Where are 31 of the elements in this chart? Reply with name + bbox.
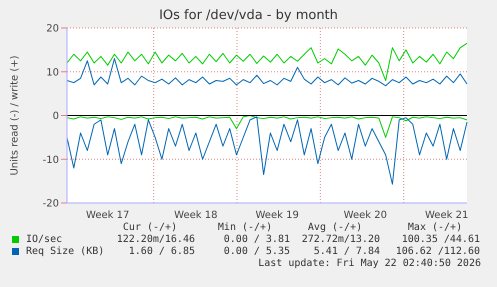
- x-tick-label: Week 21: [425, 210, 468, 222]
- line-series: [66, 58, 468, 86]
- text: 5.41 / 7.84: [314, 246, 380, 257]
- text: 106.62 /112.60: [396, 246, 480, 257]
- legend-label: IO/sec: [26, 234, 62, 245]
- x-tick-label: Week 20: [344, 210, 387, 222]
- x-tick-label: Week 17: [86, 210, 130, 222]
- legend-label: Req Size (KB): [26, 246, 104, 257]
- text: 122.20m/16.46: [116, 234, 195, 245]
- line-series: [66, 115, 468, 138]
- x-tick-label: Week 18: [174, 210, 218, 222]
- y-tick-label: 20: [46, 24, 59, 35]
- chart-title: IOs for /dev/vda - by month: [158, 8, 339, 23]
- text: 1.60 / 6.85: [128, 246, 195, 257]
- text: 0.00 / 5.35: [224, 246, 290, 257]
- y-tick-label: 10: [46, 67, 59, 78]
- y-tick-label: 0: [52, 111, 59, 122]
- text: 272.72m/13.20: [302, 234, 380, 245]
- text: Avg (-/+): [306, 222, 364, 233]
- line-series: [66, 42, 468, 81]
- text: 100.35 /44.61: [402, 234, 480, 245]
- y-tick-label: -20: [42, 198, 59, 210]
- text: Last update: Fri May 22 02:40:50 2026: [258, 258, 481, 269]
- y-tick-label: -10: [42, 154, 59, 166]
- text: 0.00 / 3.81: [224, 234, 290, 245]
- line-series: [66, 116, 468, 185]
- y-axis-title: Units read (-) / write (+): [10, 55, 21, 176]
- text: Min (-/+): [216, 222, 274, 233]
- text: Max (-/+): [406, 222, 464, 233]
- x-tick-label: Week 19: [256, 210, 299, 222]
- text: Cur (-/+): [122, 222, 178, 233]
